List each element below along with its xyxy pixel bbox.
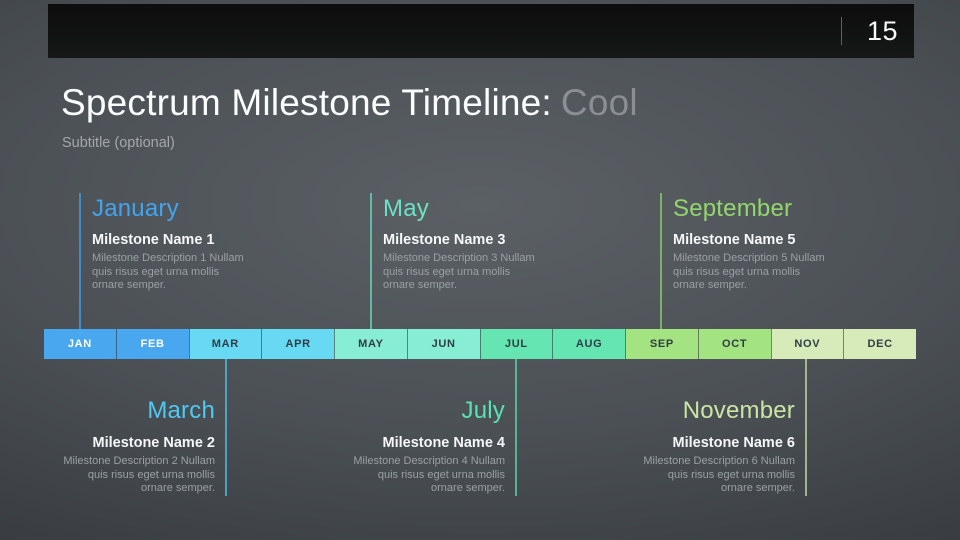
milestone-january[interactable]: January Milestone Name 1 Milestone Descr… [92,196,292,293]
slide-title[interactable]: Spectrum Milestone Timeline: Cool [61,82,638,124]
milestone-month-label: March [147,397,215,424]
connector-line-january [79,193,81,329]
milestone-july[interactable]: July Milestone Name 4 Milestone Descript… [305,398,505,496]
milestone-september[interactable]: September Milestone Name 5 Milestone Des… [673,196,873,293]
milestone-description: Milestone Description 1 Nullam quis risu… [92,252,244,291]
month-cell-jun[interactable]: JUN [406,329,480,359]
title-main: Spectrum Milestone Timeline: [61,82,552,123]
month-cell-feb[interactable]: FEB [115,329,189,359]
month-cell-sep[interactable]: SEP [625,329,698,359]
timeline-bar: JAN FEB MAR APR MAY JUN JUL AUG SEP OCT … [44,329,916,359]
milestone-description: Milestone Description 4 Nullam quis risu… [353,455,505,494]
milestone-name: Milestone Name 4 [382,435,506,451]
slide-subtitle[interactable]: Subtitle (optional) [62,135,175,151]
milestone-month-label: November [682,397,795,424]
milestone-month-label: January [92,195,179,222]
milestone-name: Milestone Name 6 [672,435,796,451]
month-cell-may[interactable]: MAY [334,329,407,359]
milestone-month-label: July [461,397,505,424]
slide-number: 15 [866,15,898,46]
milestone-name: Milestone Name 2 [92,435,216,451]
month-cell-jan[interactable]: JAN [44,329,116,359]
month-cell-oct[interactable]: OCT [697,329,771,359]
milestone-may[interactable]: May Milestone Name 3 Milestone Descripti… [383,196,583,293]
title-accent: Cool [560,82,638,123]
connector-line-may [370,193,372,329]
milestone-description: Milestone Description 2 Nullam quis risu… [63,455,215,494]
connector-line-july [515,359,517,496]
month-cell-nov[interactable]: NOV [770,329,844,359]
milestone-name: Milestone Name 3 [383,232,506,248]
milestone-november[interactable]: November Milestone Name 6 Milestone Desc… [595,398,795,496]
month-cell-jul[interactable]: JUL [479,329,553,359]
month-cell-mar[interactable]: MAR [188,329,262,359]
milestone-march[interactable]: March Milestone Name 2 Milestone Descrip… [15,398,215,496]
connector-line-september [660,193,662,329]
month-cell-dec[interactable]: DEC [843,329,916,359]
header-divider [840,17,842,45]
milestone-name: Milestone Name 1 [92,232,215,248]
header-bar: 15 [48,4,914,58]
month-cell-aug[interactable]: AUG [552,329,625,359]
milestone-name: Milestone Name 5 [673,232,796,248]
connector-line-march [225,359,227,496]
milestone-month-label: September [673,195,793,222]
milestone-description: Milestone Description 5 Nullam quis risu… [673,252,825,291]
milestone-description: Milestone Description 3 Nullam quis risu… [383,252,535,291]
milestone-month-label: May [383,195,429,222]
month-cell-apr[interactable]: APR [261,329,334,359]
connector-line-november [805,359,807,496]
milestone-description: Milestone Description 6 Nullam quis risu… [643,455,795,494]
